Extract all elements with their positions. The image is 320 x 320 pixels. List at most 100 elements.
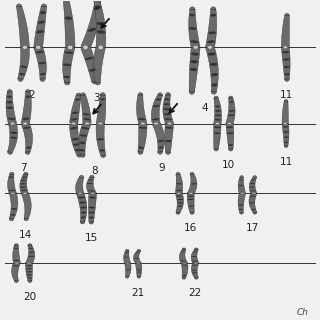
Polygon shape bbox=[249, 176, 257, 194]
Ellipse shape bbox=[190, 60, 198, 63]
Ellipse shape bbox=[133, 258, 139, 259]
Ellipse shape bbox=[89, 206, 95, 209]
Ellipse shape bbox=[238, 204, 244, 206]
Polygon shape bbox=[151, 93, 163, 124]
Ellipse shape bbox=[164, 103, 170, 105]
Ellipse shape bbox=[96, 22, 105, 25]
Ellipse shape bbox=[98, 45, 103, 50]
Ellipse shape bbox=[212, 84, 218, 87]
Polygon shape bbox=[70, 93, 81, 124]
Text: 2: 2 bbox=[28, 90, 35, 100]
Polygon shape bbox=[214, 123, 221, 151]
Ellipse shape bbox=[165, 127, 173, 129]
Ellipse shape bbox=[64, 76, 70, 78]
Polygon shape bbox=[96, 92, 106, 124]
Ellipse shape bbox=[9, 190, 15, 191]
Text: 11: 11 bbox=[280, 157, 293, 167]
Polygon shape bbox=[281, 47, 290, 81]
Ellipse shape bbox=[283, 126, 289, 128]
Polygon shape bbox=[13, 244, 20, 263]
Ellipse shape bbox=[80, 134, 87, 137]
Ellipse shape bbox=[283, 131, 289, 133]
Ellipse shape bbox=[73, 143, 79, 146]
Ellipse shape bbox=[40, 73, 46, 75]
Ellipse shape bbox=[229, 101, 234, 103]
Polygon shape bbox=[179, 248, 188, 263]
Ellipse shape bbox=[250, 183, 255, 184]
Ellipse shape bbox=[135, 252, 140, 253]
Ellipse shape bbox=[28, 248, 33, 249]
Ellipse shape bbox=[85, 122, 89, 125]
Text: 7: 7 bbox=[20, 163, 27, 173]
Ellipse shape bbox=[75, 99, 80, 101]
Ellipse shape bbox=[164, 113, 171, 115]
Ellipse shape bbox=[27, 274, 32, 276]
Polygon shape bbox=[205, 47, 218, 94]
Ellipse shape bbox=[177, 192, 180, 194]
Ellipse shape bbox=[177, 205, 183, 207]
Ellipse shape bbox=[227, 132, 234, 134]
Ellipse shape bbox=[13, 260, 20, 261]
Ellipse shape bbox=[63, 63, 71, 66]
Polygon shape bbox=[135, 263, 142, 278]
Ellipse shape bbox=[215, 110, 221, 112]
Ellipse shape bbox=[182, 265, 188, 266]
Ellipse shape bbox=[97, 30, 105, 34]
Polygon shape bbox=[191, 248, 199, 263]
Polygon shape bbox=[226, 96, 235, 124]
Ellipse shape bbox=[191, 183, 197, 185]
Polygon shape bbox=[76, 193, 87, 224]
Ellipse shape bbox=[15, 262, 19, 264]
Ellipse shape bbox=[79, 202, 86, 204]
Ellipse shape bbox=[14, 248, 19, 249]
Ellipse shape bbox=[189, 14, 195, 17]
Ellipse shape bbox=[26, 265, 32, 266]
Polygon shape bbox=[8, 123, 18, 155]
Ellipse shape bbox=[176, 196, 183, 197]
Ellipse shape bbox=[9, 176, 14, 178]
Ellipse shape bbox=[239, 179, 244, 180]
Text: 16: 16 bbox=[183, 223, 197, 234]
Ellipse shape bbox=[70, 127, 78, 130]
Ellipse shape bbox=[190, 40, 199, 43]
Ellipse shape bbox=[78, 196, 85, 199]
Polygon shape bbox=[20, 172, 28, 194]
Ellipse shape bbox=[283, 59, 290, 61]
Ellipse shape bbox=[125, 252, 129, 253]
Ellipse shape bbox=[71, 112, 79, 114]
Ellipse shape bbox=[176, 190, 182, 191]
Ellipse shape bbox=[11, 208, 17, 210]
Ellipse shape bbox=[89, 212, 95, 213]
Ellipse shape bbox=[176, 183, 182, 184]
Ellipse shape bbox=[284, 73, 290, 76]
Polygon shape bbox=[88, 193, 97, 224]
Text: 17: 17 bbox=[245, 223, 259, 234]
Ellipse shape bbox=[124, 257, 129, 258]
Polygon shape bbox=[282, 100, 288, 124]
Ellipse shape bbox=[89, 217, 94, 219]
Polygon shape bbox=[26, 244, 35, 263]
Polygon shape bbox=[281, 13, 289, 48]
Ellipse shape bbox=[21, 180, 27, 181]
Polygon shape bbox=[26, 263, 32, 283]
Ellipse shape bbox=[188, 205, 194, 207]
Polygon shape bbox=[81, 93, 91, 124]
Polygon shape bbox=[238, 176, 246, 194]
Ellipse shape bbox=[97, 138, 104, 140]
Polygon shape bbox=[96, 123, 106, 157]
Ellipse shape bbox=[249, 202, 255, 204]
Polygon shape bbox=[249, 193, 257, 214]
Ellipse shape bbox=[23, 127, 31, 129]
Text: 15: 15 bbox=[85, 233, 99, 243]
Ellipse shape bbox=[79, 142, 85, 144]
Ellipse shape bbox=[95, 5, 101, 9]
Ellipse shape bbox=[207, 46, 212, 49]
Ellipse shape bbox=[7, 96, 12, 98]
Polygon shape bbox=[9, 193, 18, 221]
Ellipse shape bbox=[81, 212, 86, 213]
Ellipse shape bbox=[164, 98, 170, 100]
Ellipse shape bbox=[189, 192, 193, 194]
Ellipse shape bbox=[72, 138, 78, 140]
Ellipse shape bbox=[228, 122, 231, 125]
Ellipse shape bbox=[228, 114, 235, 116]
